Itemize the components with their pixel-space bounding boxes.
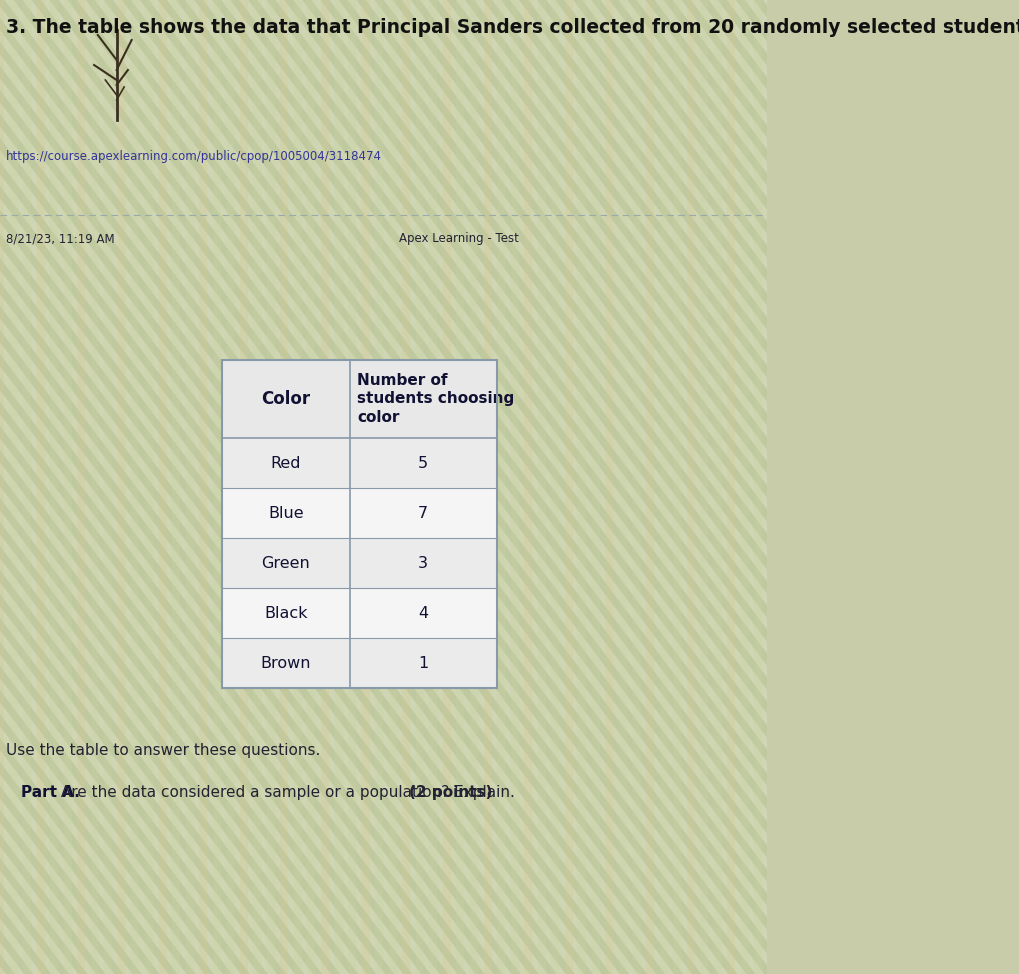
Bar xyxy=(222,588,496,638)
Text: 3: 3 xyxy=(418,555,428,571)
Bar xyxy=(222,488,496,538)
Text: Color: Color xyxy=(261,390,310,408)
Bar xyxy=(222,438,496,488)
Text: 1: 1 xyxy=(418,656,428,670)
Text: Are the data considered a sample or a population? Explain.: Are the data considered a sample or a po… xyxy=(56,785,519,800)
Text: 3. The table shows the data that Principal Sanders collected from 20 randomly se: 3. The table shows the data that Princip… xyxy=(6,18,1019,37)
Bar xyxy=(222,360,496,688)
Text: (2 points): (2 points) xyxy=(409,785,492,800)
Text: Use the table to answer these questions.: Use the table to answer these questions. xyxy=(6,743,320,758)
Text: Black: Black xyxy=(264,606,308,620)
Text: Apex Learning - Test: Apex Learning - Test xyxy=(398,232,518,245)
Bar xyxy=(222,360,496,438)
Text: Number of
students choosing
color: Number of students choosing color xyxy=(357,373,515,425)
Text: Red: Red xyxy=(270,456,301,470)
Text: 7: 7 xyxy=(418,506,428,520)
Text: https://course.apexlearning.com/public/cpop/1005004/3118474: https://course.apexlearning.com/public/c… xyxy=(6,150,382,163)
Text: Green: Green xyxy=(261,555,310,571)
Text: Part A.: Part A. xyxy=(21,785,79,800)
Bar xyxy=(222,360,496,688)
Bar xyxy=(222,538,496,588)
Text: 5: 5 xyxy=(418,456,428,470)
Text: 8/21/23, 11:19 AM: 8/21/23, 11:19 AM xyxy=(6,232,114,245)
Text: Brown: Brown xyxy=(261,656,311,670)
Text: Blue: Blue xyxy=(268,506,304,520)
Text: 4: 4 xyxy=(418,606,428,620)
Bar xyxy=(222,638,496,688)
